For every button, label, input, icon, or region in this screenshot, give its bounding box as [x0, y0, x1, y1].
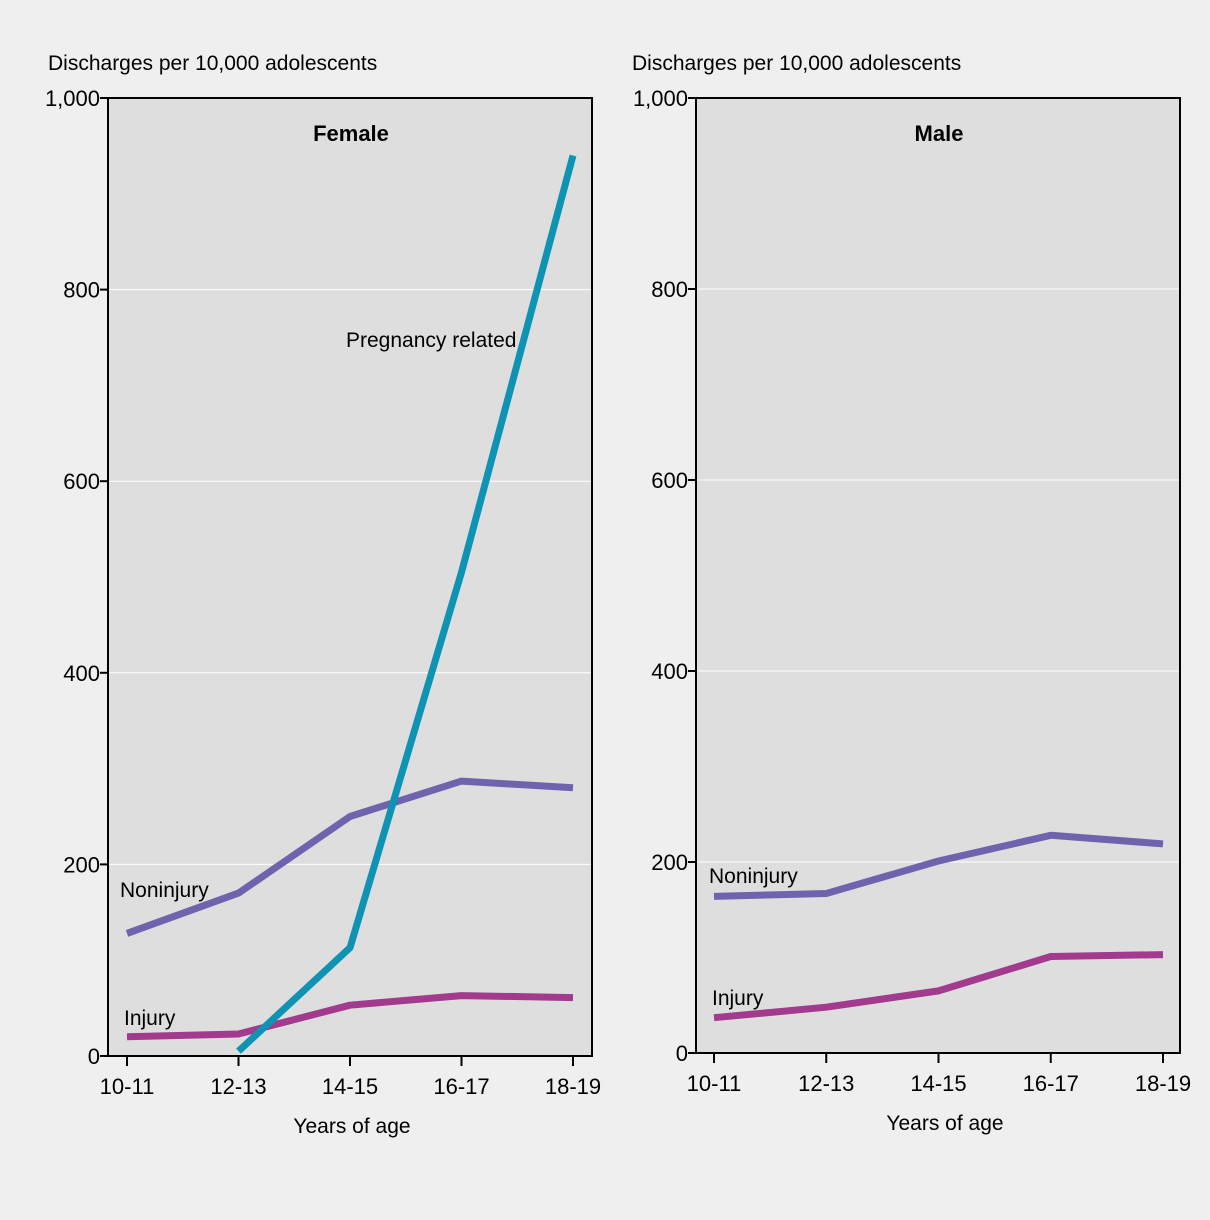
series-label-injury: Injury [712, 987, 764, 1010]
x-tick-label: 12-13 [798, 1071, 854, 1096]
panel-title: Male [915, 121, 964, 146]
x-tick-label: 18-19 [1135, 1071, 1191, 1096]
x-tick-label: 16-17 [433, 1074, 489, 1099]
x-tick-label: 14-15 [910, 1071, 966, 1096]
series-label-injury: Injury [124, 1007, 176, 1030]
chart-panel-female: 0 200 400 600 800 1,000 10-11 12-13 14-15 16-17 18… [45, 52, 601, 1138]
y-tick-label: 400 [63, 661, 100, 686]
y-tick-label: 800 [651, 277, 688, 302]
chart-panel-male: 0 200 400 600 800 1,000 10-11 12-13 14-15 16-17 18… [632, 52, 1191, 1135]
y-tick-label: 0 [88, 1044, 100, 1069]
x-tick-label: 12-13 [210, 1074, 266, 1099]
x-tick-label: 10-11 [687, 1071, 742, 1096]
x-tick-label: 16-17 [1023, 1071, 1079, 1096]
x-tick-label: 18-19 [545, 1074, 601, 1099]
y-tick-label: 0 [676, 1041, 688, 1066]
y-tick-label: 600 [63, 469, 100, 494]
y-tick-label: 200 [651, 850, 688, 875]
y-axis-title: Discharges per 10,000 adolescents [632, 52, 961, 75]
x-tick-label: 10-11 [100, 1074, 155, 1099]
y-axis-title: Discharges per 10,000 adolescents [48, 52, 377, 75]
series-label-pregnancy-related: Pregnancy related [346, 329, 516, 352]
y-tick-label: 400 [651, 659, 688, 684]
x-tick-label: 14-15 [322, 1074, 378, 1099]
y-tick-label: 800 [63, 278, 100, 303]
plot-area [696, 98, 1180, 1053]
y-tick-label: 200 [63, 852, 100, 877]
y-tick-label: 1,000 [633, 86, 688, 111]
x-axis-title: Years of age [886, 1112, 1003, 1135]
series-label-noninjury: Noninjury [709, 865, 798, 888]
panel-title: Female [313, 121, 389, 146]
x-axis-title: Years of age [293, 1115, 410, 1138]
y-tick-label: 1,000 [45, 86, 100, 111]
y-tick-label: 600 [651, 468, 688, 493]
series-label-noninjury: Noninjury [120, 879, 209, 902]
